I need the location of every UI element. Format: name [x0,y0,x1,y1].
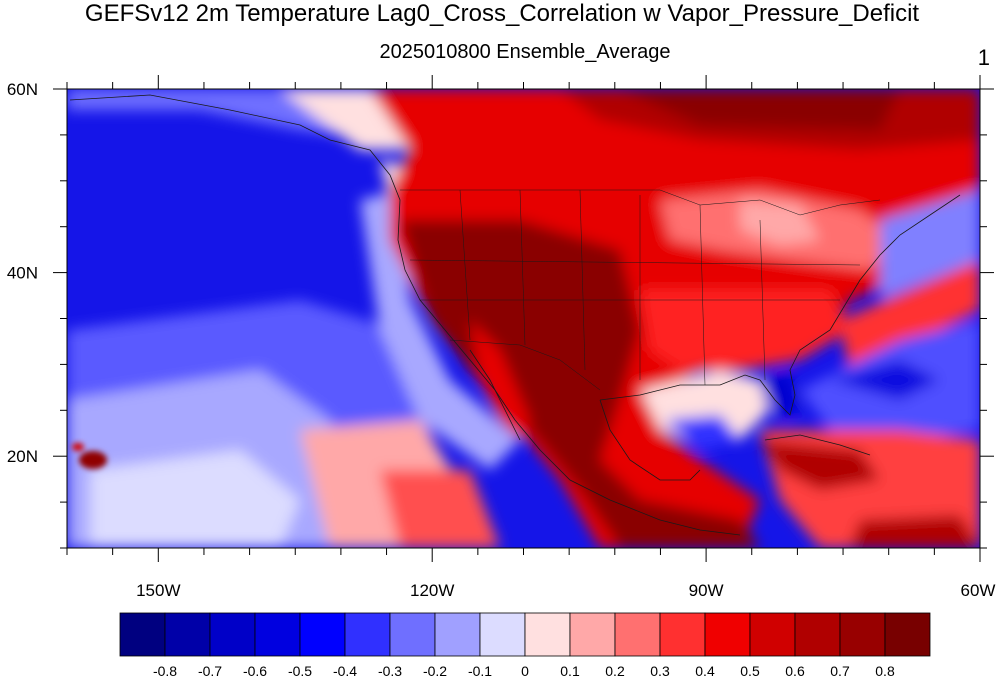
colorbar-label: 0.2 [605,663,625,679]
lon-tick-label: 60W [961,581,996,600]
colorbar-label: -0.5 [288,663,312,679]
correlation-field [67,89,980,548]
colorbar-swatch [614,612,661,657]
colorbar-label: 0.3 [650,663,670,679]
figure-subtitle: 2025010800 Ensemble_Average [379,41,671,63]
colorbar-swatch [794,612,841,657]
colorbar-label: -0.2 [423,663,447,679]
colorbar-swatch [164,612,211,657]
lon-tick-label: 150W [136,581,180,600]
lat-tick-label: 20N [7,447,38,466]
colorbar-label: 0.1 [560,663,580,679]
colorbar-swatch [434,612,481,657]
political-borders [400,189,881,391]
lon-tick-label: 90W [689,581,724,600]
colorbar-swatch [119,612,166,657]
colorbar-label: -0.8 [153,663,177,679]
colorbar-swatch [704,612,751,657]
colorbar-swatch [254,612,301,657]
colorbar-swatch [299,612,346,657]
colorbar: -0.8 -0.7 -0.6 -0.5 -0.4 -0.3 -0.2 -0.1 0 0.1 0.2 0… [119,612,931,679]
colorbar-swatch [524,612,571,657]
colorbar-label: -0.7 [198,663,222,679]
colorbar-swatch [839,612,886,657]
axis-ticks: 150W 120W 90W 60W 60N 40N 20N [7,75,996,600]
colorbar-swatch [344,612,391,657]
colorbar-label: 0 [521,663,529,679]
panel-number: 1 [977,45,990,70]
figure-title: GEFSv12 2m Temperature Lag0_Cross_Correl… [84,0,920,27]
colorbar-label: 0.6 [785,663,805,679]
lat-tick-label: 40N [7,264,38,283]
colorbar-label: -0.6 [243,663,267,679]
colorbar-label: 0.4 [695,663,715,679]
colorbar-swatch [389,612,436,657]
colorbar-swatch [209,612,256,657]
colorbar-swatch [479,612,526,657]
lat-tick-label: 60N [7,80,38,99]
colorbar-swatch [749,612,796,657]
colorbar-swatch [884,612,931,657]
colorbar-label: 0.7 [830,663,850,679]
colorbar-swatch [659,612,706,657]
colorbar-label: 0.8 [875,663,895,679]
colorbar-label: -0.1 [468,663,492,679]
lon-tick-label: 120W [410,581,454,600]
colorbar-label: 0.5 [740,663,760,679]
colorbar-label: -0.3 [378,663,402,679]
colorbar-swatch [569,612,616,657]
colorbar-label: -0.4 [333,663,357,679]
